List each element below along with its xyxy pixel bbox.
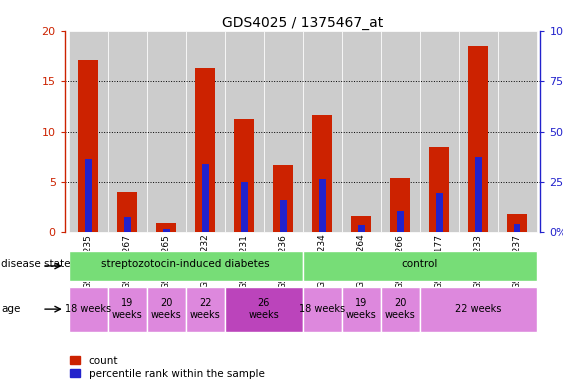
Bar [157,223,176,232]
Bar [436,193,443,232]
Bar [146,286,186,331]
Bar [108,31,146,232]
Text: 22 weeks: 22 weeks [455,304,501,314]
Bar [195,68,215,232]
Bar [69,286,108,331]
Bar [303,31,342,232]
Text: 18 weeks: 18 weeks [65,304,111,314]
Text: 19
weeks: 19 weeks [346,298,377,320]
Text: age: age [1,304,20,314]
Bar [358,225,364,232]
Text: control: control [401,259,438,269]
Bar [312,115,332,232]
Text: disease state: disease state [1,259,70,269]
Bar [280,200,287,232]
Bar [69,31,108,232]
Text: 19
weeks: 19 weeks [112,298,142,320]
Bar [234,119,254,232]
Bar [513,224,521,232]
Bar [118,192,137,232]
Bar [146,31,186,232]
Bar [419,31,459,232]
Bar [225,31,263,232]
Bar [202,164,208,232]
Bar [381,31,419,232]
Text: 20
weeks: 20 weeks [385,298,415,320]
Bar [84,159,92,232]
Bar [303,251,537,281]
Bar [342,31,381,232]
Text: 26
weeks: 26 weeks [248,298,279,320]
Text: 22
weeks: 22 weeks [190,298,221,320]
Bar [397,211,404,232]
Text: 18 weeks: 18 weeks [299,304,345,314]
Bar [430,147,449,232]
Bar [342,286,381,331]
Bar [186,286,225,331]
Text: streptozotocin-induced diabetes: streptozotocin-induced diabetes [101,259,270,269]
Legend: count, percentile rank within the sample: count, percentile rank within the sample [70,356,265,379]
Bar [225,286,303,331]
Bar [163,229,169,232]
Bar [381,286,419,331]
Bar [108,286,146,331]
Bar [498,31,537,232]
Bar [475,157,481,232]
Bar [78,60,98,232]
Bar [419,286,537,331]
Bar [351,216,371,232]
Bar [241,182,248,232]
Bar [507,214,527,232]
Bar [459,31,498,232]
Bar [303,286,342,331]
Bar [468,46,488,232]
Bar [263,31,303,232]
Text: 20
weeks: 20 weeks [151,298,181,320]
Bar [274,165,293,232]
Bar [186,31,225,232]
Bar [124,217,131,232]
Title: GDS4025 / 1375467_at: GDS4025 / 1375467_at [222,16,383,30]
Bar [319,179,325,232]
Bar [390,178,410,232]
Bar [69,251,303,281]
